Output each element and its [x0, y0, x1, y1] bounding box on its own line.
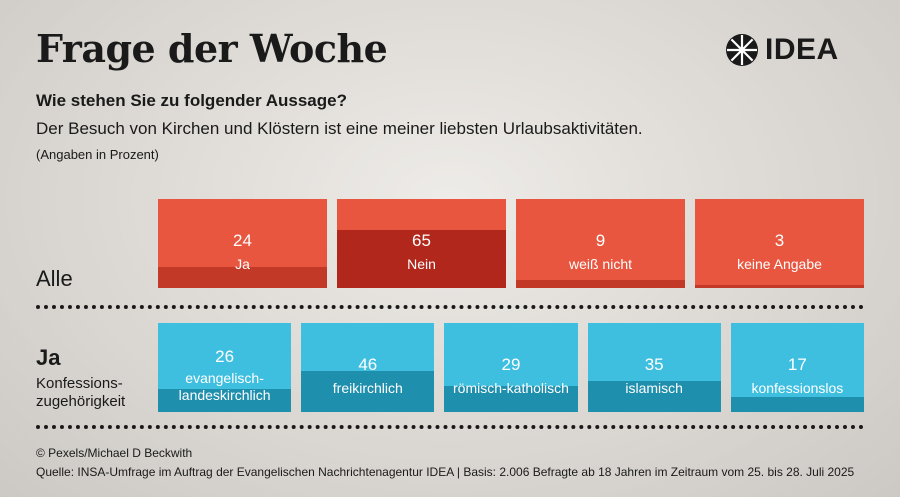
- value-label: 29: [501, 355, 521, 374]
- unit-note: (Angaben in Prozent): [36, 147, 159, 162]
- category-label: konfessionslos: [751, 380, 844, 396]
- row-label-alle: Alle: [36, 266, 73, 291]
- answer-box: 65 Nein: [337, 199, 506, 288]
- page-title: Frage der Woche: [36, 26, 388, 71]
- statement-text: Der Besuch von Kirchen und Klöstern ist …: [36, 119, 643, 138]
- answer-box: 9 weiß nicht: [516, 199, 685, 288]
- category-label: evangelisch- landeskirchlich: [178, 370, 271, 403]
- category-label: weiß nicht: [568, 256, 633, 272]
- question-text: Wie stehen Sie zu folgender Aussage?: [36, 91, 347, 110]
- value-fill-bar: [158, 266, 327, 288]
- row-divider-top: [36, 305, 864, 309]
- value-label: 46: [358, 355, 378, 374]
- value-fill-bar: [158, 388, 292, 412]
- value-fill-bar: [587, 380, 721, 412]
- answer-box: 35 islamisch: [587, 323, 721, 412]
- category-label: freikirchlich: [332, 380, 403, 396]
- answer-box: 17 konfessionslos: [730, 323, 864, 412]
- value-fill-bar: [730, 396, 864, 412]
- value-label: 9: [595, 231, 606, 250]
- answer-box: 3 keine Angabe: [695, 199, 864, 288]
- category-label: Nein: [407, 256, 436, 272]
- value-fill-bar: [444, 386, 578, 412]
- value-fill-bar: [516, 280, 685, 288]
- answer-box: 24 Ja: [158, 199, 327, 288]
- category-label: islamisch: [625, 380, 683, 396]
- category-label: keine Angabe: [737, 256, 822, 272]
- value-label: 17: [787, 355, 807, 374]
- source-note: Quelle: INSA-Umfrage im Auftrag der Evan…: [36, 465, 855, 479]
- photo-credit: © Pexels/Michael D Beckwith: [36, 446, 193, 460]
- logo-text: IDEA: [765, 33, 839, 66]
- row-sublabel-konfession: Konfessions- zugehörigkeit: [36, 375, 126, 410]
- idea-logo-icon: [726, 34, 758, 66]
- value-label: 65: [412, 231, 431, 250]
- answer-box: 26 evangelisch- landeskirchlich: [158, 323, 292, 412]
- category-label: römisch-katholisch: [453, 380, 569, 396]
- row-divider-bottom: [36, 425, 864, 429]
- row-label-ja: Ja: [36, 345, 61, 370]
- answer-box: 46 freikirchlich: [301, 323, 435, 412]
- value-label: 26: [215, 347, 235, 366]
- answer-box: 29 römisch-katholisch: [444, 323, 578, 412]
- idea-logo: IDEA: [725, 33, 839, 67]
- category-label: Ja: [235, 256, 250, 272]
- value-fill-bar: [695, 285, 864, 288]
- value-label: 35: [644, 355, 664, 374]
- value-label: 3: [774, 231, 785, 250]
- value-fill-bar: [301, 371, 435, 412]
- value-fill-bar: [337, 230, 506, 288]
- value-label: 24: [233, 231, 252, 250]
